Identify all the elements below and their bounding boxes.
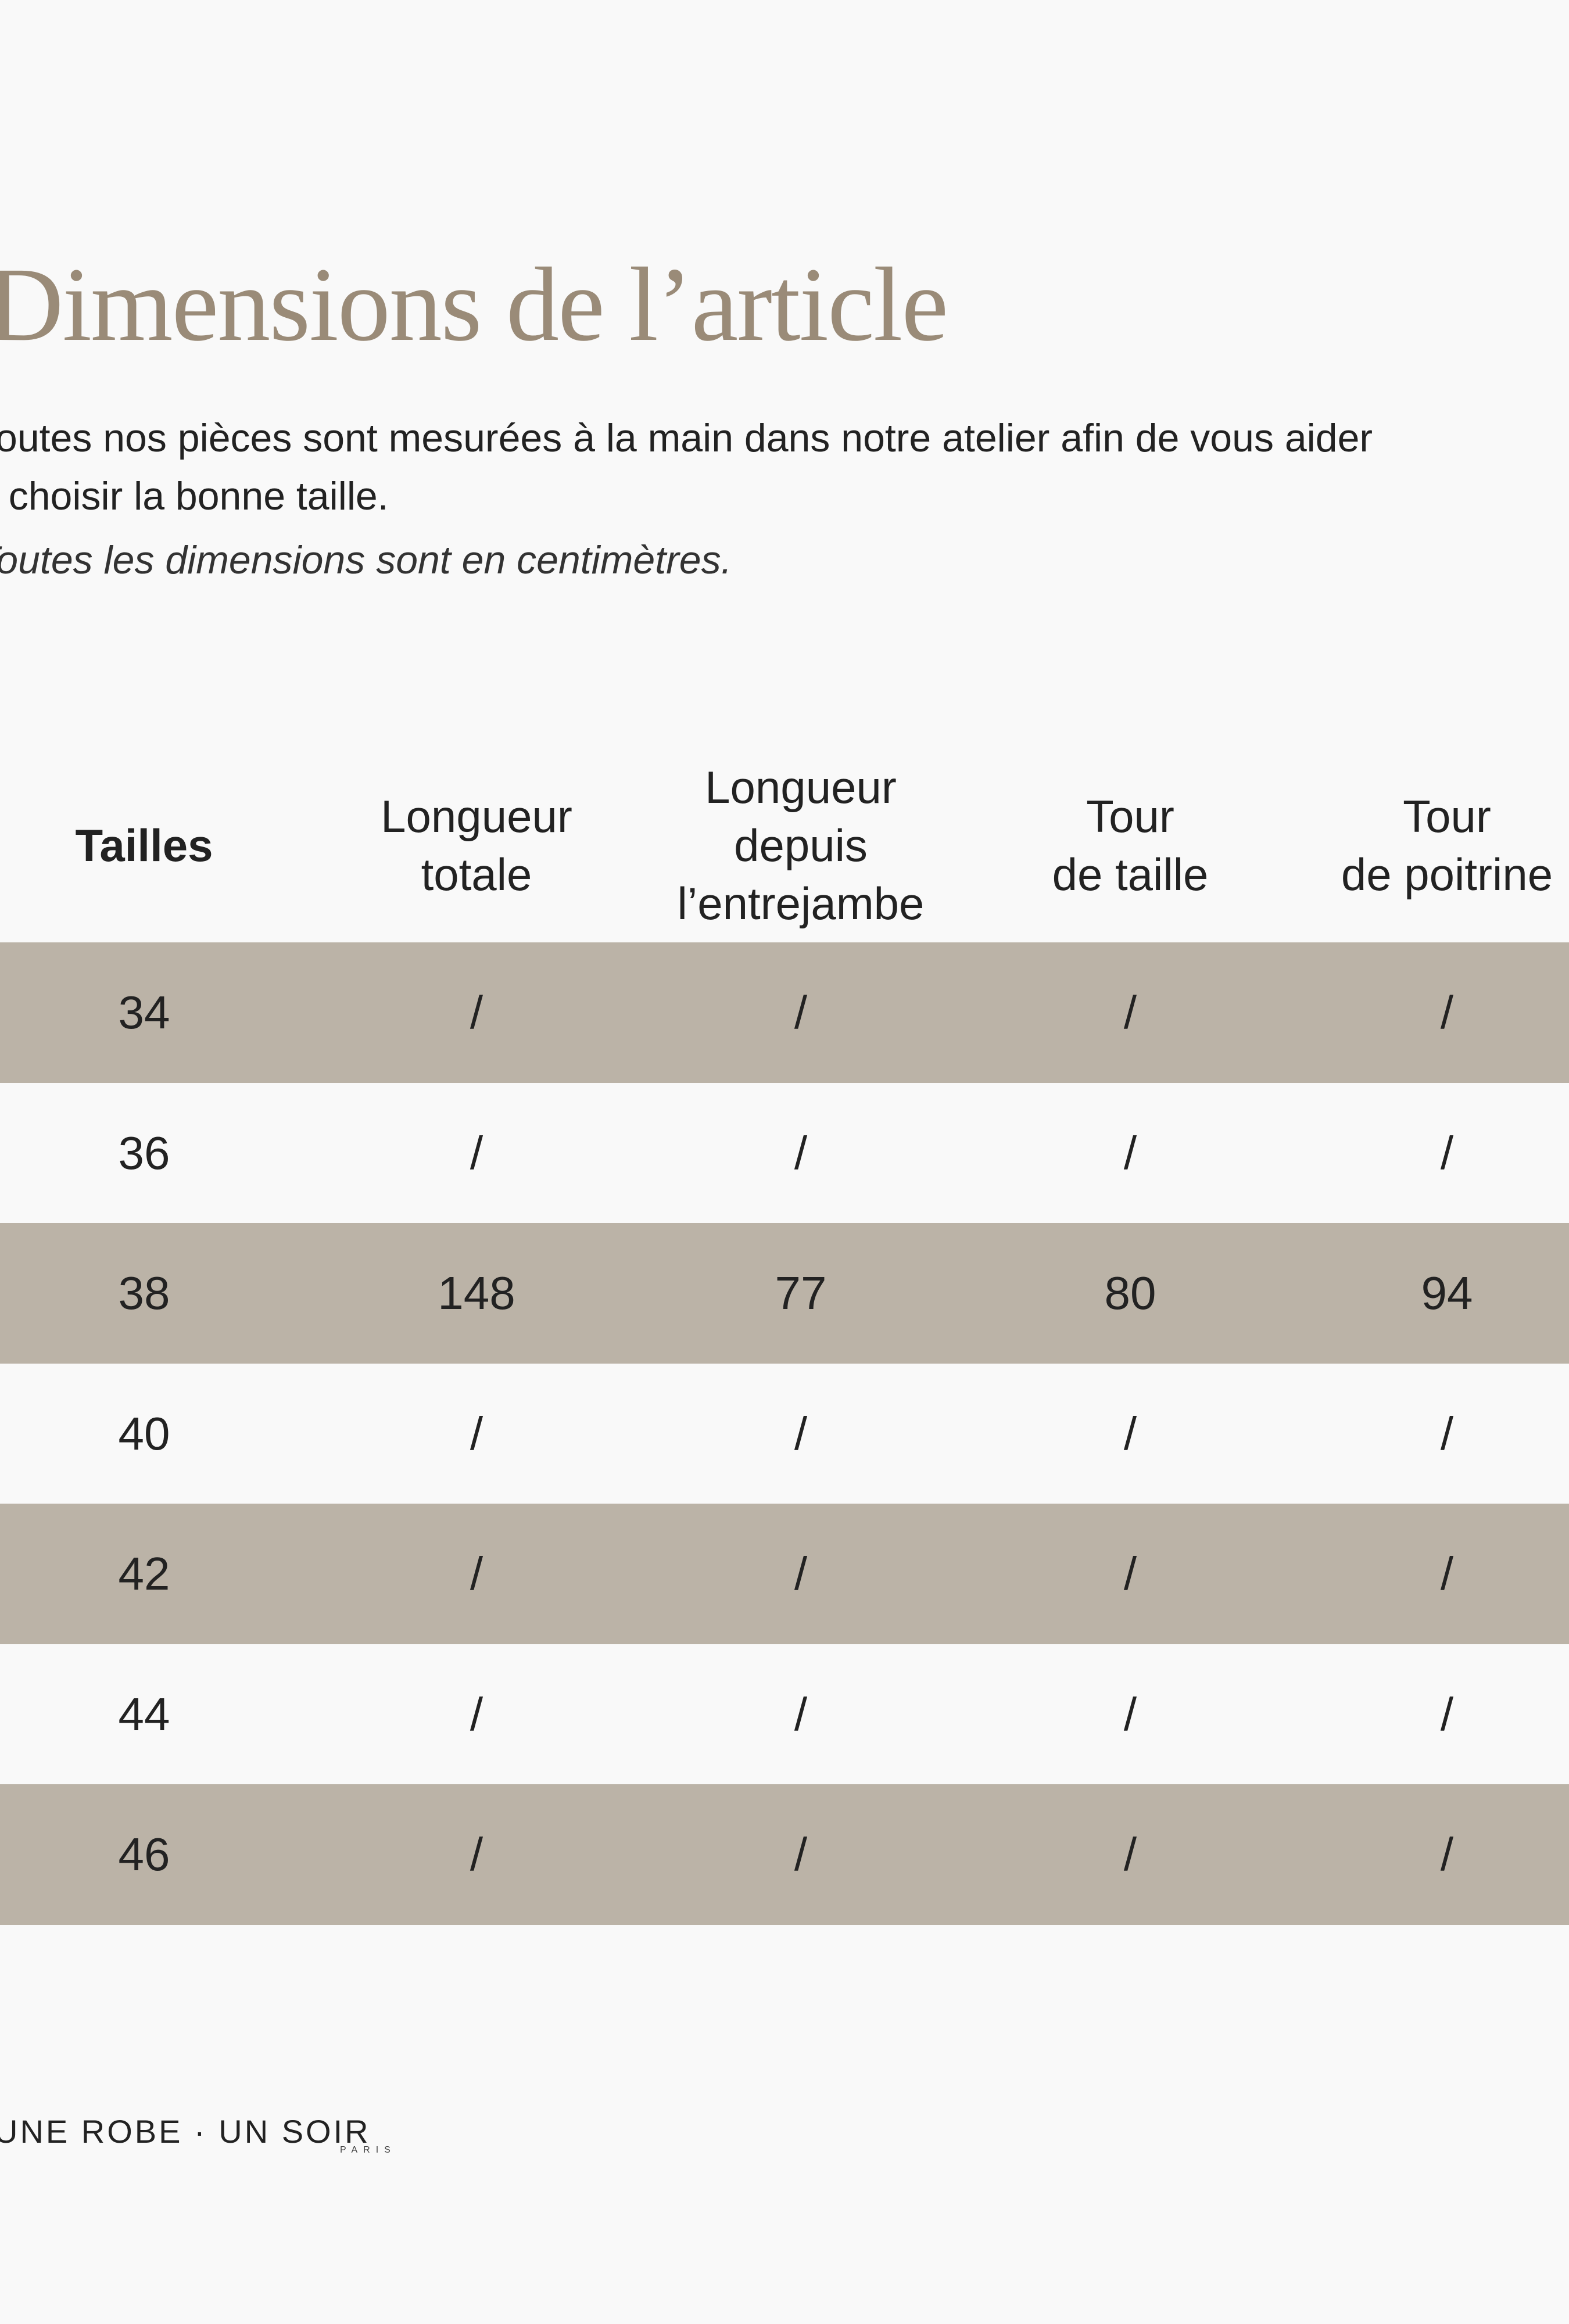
table-cell: / xyxy=(1440,1688,1454,1740)
table-cell: 77 xyxy=(775,1267,827,1319)
table-cell: 94 xyxy=(1421,1267,1473,1319)
intro-line: à choisir la bonne taille. xyxy=(0,474,389,518)
table-cell: / xyxy=(1440,1127,1454,1179)
column-header: Longueur totale xyxy=(381,791,572,900)
table-cell: / xyxy=(794,987,808,1038)
table-cell: / xyxy=(1440,1407,1454,1459)
table-cell: / xyxy=(470,987,483,1038)
column-header: Tour de poitrine xyxy=(1341,791,1553,900)
table-cell: 80 xyxy=(1104,1267,1156,1319)
table-row: 40 / / / / xyxy=(0,1364,1569,1504)
table-cell: / xyxy=(1123,1548,1137,1599)
table-cell: / xyxy=(794,1828,808,1880)
column-header: Tailles xyxy=(75,820,213,871)
table-cell: / xyxy=(1123,1688,1137,1740)
column-header: Longueur depuis l’entrejambe xyxy=(677,762,925,929)
title: Dimensions de l’article xyxy=(0,246,948,363)
intro-line: Toutes nos pièces sont mesurées à la mai… xyxy=(0,416,1373,460)
table-cell: 38 xyxy=(118,1267,170,1319)
table-cell: / xyxy=(1123,987,1137,1038)
table-row: 34 / / / / xyxy=(0,942,1569,1083)
table-cell: / xyxy=(470,1828,483,1880)
table-cell: / xyxy=(794,1688,808,1740)
table-cell: / xyxy=(470,1127,483,1179)
table-row: 36 / / / / xyxy=(0,1083,1569,1224)
table-row: 38 148 77 80 94 xyxy=(0,1223,1569,1364)
brand-logo: UNE ROBE · UN SOIR xyxy=(0,2113,371,2150)
table-cell: 148 xyxy=(438,1267,515,1319)
table-cell: / xyxy=(470,1688,483,1740)
table-cell: 46 xyxy=(118,1828,170,1880)
intro-note: Toutes les dimensions sont en centimètre… xyxy=(0,538,732,582)
table-cell: / xyxy=(1440,1828,1454,1880)
table-cell: / xyxy=(1440,1548,1454,1599)
table-cell: / xyxy=(1123,1127,1137,1179)
table-cell: / xyxy=(1440,987,1454,1038)
table-row: 44 / / / / xyxy=(0,1644,1569,1785)
table-cell: / xyxy=(1123,1407,1137,1459)
table-row: 46 / / / / xyxy=(0,1784,1569,1925)
table-cell: 40 xyxy=(118,1407,170,1459)
table-cell: 34 xyxy=(118,987,170,1038)
table-cell: 42 xyxy=(118,1548,170,1599)
table-cell: 36 xyxy=(118,1127,170,1179)
brand-subtitle: PARIS xyxy=(340,2145,396,2155)
table-cell: / xyxy=(794,1548,808,1599)
table-cell: 44 xyxy=(118,1688,170,1740)
column-header: Tour de taille xyxy=(1052,791,1209,900)
table-cell: / xyxy=(1123,1828,1137,1880)
table-cell: / xyxy=(794,1407,808,1459)
table-cell: / xyxy=(794,1127,808,1179)
table-row: 42 / / / / xyxy=(0,1504,1569,1644)
table-cell: / xyxy=(470,1548,483,1599)
table-cell: / xyxy=(470,1407,483,1459)
